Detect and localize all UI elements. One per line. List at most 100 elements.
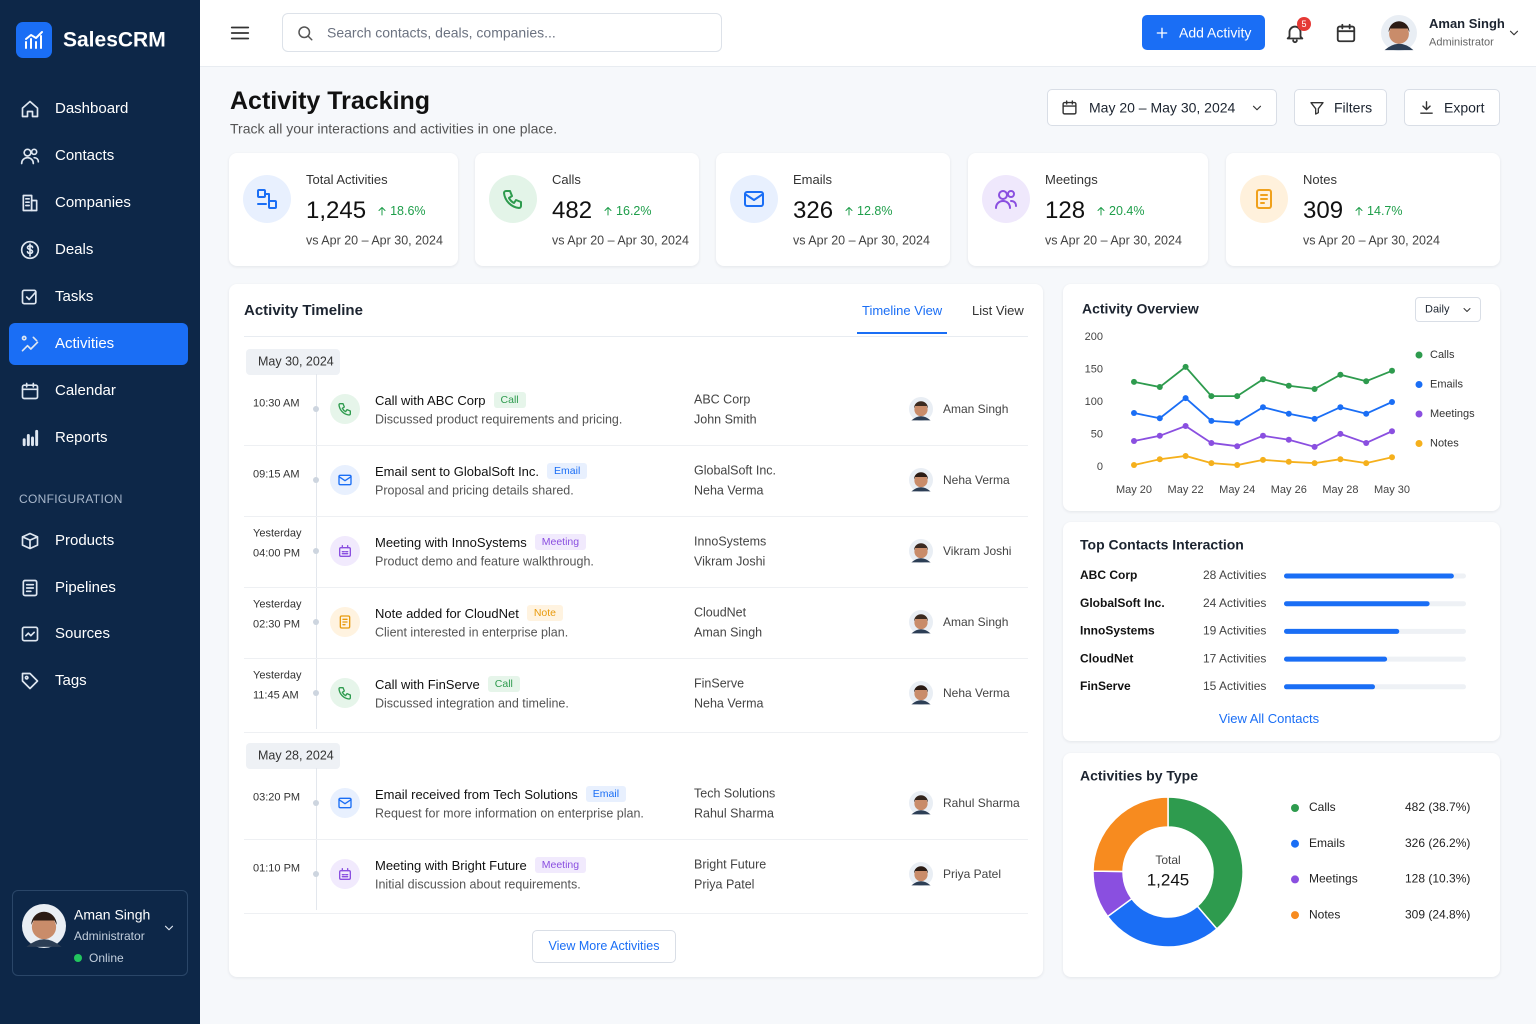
types-card — [1063, 753, 1500, 977]
icon — [21, 289, 37, 305]
card-title: Activity Overview — [1082, 300, 1199, 317]
tab[interactable]: Timeline View — [862, 303, 943, 319]
view-more-label[interactable]: View More Activities — [548, 939, 660, 953]
date-range: May 20 – May 30, 2024 — [1089, 99, 1236, 116]
kpi-comparison: vs Apr 20 – Apr 30, 2024 — [306, 233, 443, 248]
menu-button — [230, 26, 250, 40]
icon — [21, 626, 39, 642]
kpi-value-row: 309 14.7% — [1303, 197, 1403, 225]
card-title: Activity Timeline — [244, 302, 363, 319]
icon — [1156, 27, 1168, 39]
icon — [21, 100, 39, 118]
logo-icon — [25, 31, 43, 49]
activity-contact: Neha Verma — [694, 483, 764, 498]
header-user-name: Aman Singh — [1429, 16, 1505, 32]
activity-time: Yesterday — [253, 527, 302, 540]
row-divider — [244, 839, 1028, 840]
kpi-label: Notes — [1303, 172, 1337, 188]
activity-description: Product demo and feature walkthrough. — [375, 554, 594, 569]
activity-contact: Priya Patel — [694, 877, 755, 892]
kpi-change-value: 14.7% — [1367, 204, 1403, 218]
activity-tag: Note — [526, 605, 563, 621]
icon — [21, 532, 39, 550]
nav-item[interactable]: Sources — [55, 625, 111, 642]
icon — [338, 797, 352, 809]
nav-item[interactable]: Companies — [55, 194, 131, 211]
activity-tag: Email — [547, 463, 588, 479]
activity-time: 01:10 PM — [253, 862, 301, 875]
nav-item[interactable]: Activities — [55, 335, 115, 352]
nav-item[interactable]: Calendar — [55, 382, 116, 399]
tab[interactable]: List View — [972, 303, 1024, 319]
date-range-button[interactable] — [1047, 89, 1277, 126]
icon — [378, 207, 386, 216]
kpi-label: Emails — [793, 172, 833, 188]
icon — [503, 190, 522, 209]
view-more-button[interactable] — [532, 930, 676, 963]
kpi-comparison: vs Apr 20 – Apr 30, 2024 — [1303, 233, 1440, 248]
kpi-change: 14.7% — [1353, 204, 1403, 218]
kpi-change-value: 16.2% — [616, 204, 652, 218]
kpi-change-value: 18.6% — [390, 204, 426, 218]
activity-tag: Meeting — [534, 534, 587, 550]
activity-description: Request for more information on enterpri… — [375, 806, 644, 821]
activity-title: Call with ABC Corp — [375, 392, 486, 408]
nav-item[interactable]: Pipelines — [55, 578, 116, 596]
nav-item[interactable]: Tasks — [55, 288, 94, 305]
group-date: May 30, 2024 — [258, 354, 334, 369]
icon — [339, 545, 351, 557]
export-button[interactable] — [1404, 89, 1500, 126]
activity-icon-bg — [330, 678, 360, 708]
kpi-comparison: vs Apr 20 – Apr 30, 2024 — [1045, 233, 1182, 248]
kpi-value-row: 128 20.4% — [1045, 197, 1145, 225]
nav-item[interactable]: Contacts — [55, 147, 115, 164]
user-role: Administrator — [74, 928, 145, 943]
kpi-value: 128 — [1045, 197, 1086, 224]
icon — [298, 26, 313, 41]
logo — [16, 22, 52, 58]
nav-active — [9, 323, 188, 365]
activity-time: 04:00 PM — [253, 547, 301, 560]
kpi-value-row: 326 12.8% — [793, 197, 893, 225]
icon — [339, 615, 351, 629]
nav-item[interactable]: Dashboard — [55, 100, 129, 117]
card-title: Top Contacts Interaction — [1080, 536, 1244, 553]
top-contacts-card — [1063, 522, 1500, 741]
activity-title: Call with FinServe — [375, 676, 480, 692]
add-activity-label: Add Activity — [1179, 24, 1252, 41]
activity-contact: John Smith — [694, 412, 757, 427]
kpi-change: 12.8% — [843, 204, 893, 218]
search-box[interactable] — [282, 13, 722, 52]
nav-item[interactable]: Tags — [55, 671, 87, 689]
nav-item[interactable]: Products — [55, 532, 115, 549]
icon — [20, 148, 40, 165]
period-select[interactable] — [1415, 297, 1481, 322]
view-all-link[interactable]: View All Contacts — [1218, 711, 1320, 726]
nav-item[interactable]: Deals — [55, 241, 94, 258]
activity-company: FinServe — [694, 676, 745, 691]
activity-tag: Meeting — [534, 857, 587, 873]
row-divider — [244, 658, 1028, 659]
kpi-value: 309 — [1303, 197, 1344, 224]
activity-time: 11:45 AM — [253, 689, 299, 702]
activity-contact: Vikram Joshi — [694, 554, 766, 569]
brand-name: SalesCRM — [63, 28, 166, 52]
page-subtitle: Track all your interactions and activiti… — [230, 120, 558, 137]
kpi-comparison: vs Apr 20 – Apr 30, 2024 — [552, 233, 689, 248]
badge — [1297, 17, 1311, 31]
notification-count: 5 — [1301, 19, 1307, 29]
kpi-value: 482 — [552, 197, 593, 224]
activity-owner: Aman Singh — [943, 401, 1009, 416]
icon — [1062, 100, 1077, 115]
page-title: Activity Tracking — [230, 87, 431, 115]
filters-button[interactable] — [1294, 89, 1387, 126]
activity-time: 10:30 AM — [253, 397, 300, 410]
user-card[interactable] — [12, 890, 188, 976]
activity-title-row: Meeting with Bright Future Meeting — [375, 857, 587, 873]
icon — [22, 579, 38, 596]
user-name: Aman Singh — [74, 906, 151, 923]
timeline-dot — [313, 477, 319, 483]
nav-item[interactable]: Reports — [55, 429, 108, 446]
group-date: May 28, 2024 — [258, 748, 334, 763]
